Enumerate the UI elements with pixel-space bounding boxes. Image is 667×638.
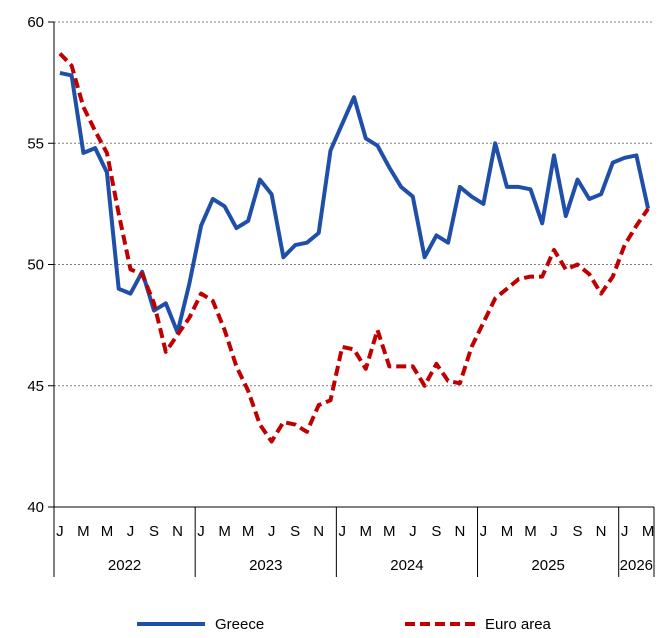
series-line-euro-area <box>58 52 650 444</box>
legend-swatch-greece <box>137 622 205 626</box>
y-axis: 40 45 50 55 60 <box>27 14 55 516</box>
x-tick-label: M <box>77 523 90 540</box>
x-tick-label: J <box>127 523 135 540</box>
x-tick-label: M <box>524 523 537 540</box>
x-tick-label: J <box>409 523 417 540</box>
y-tick-label: 45 <box>27 378 44 395</box>
x-tick-label: M <box>360 523 373 540</box>
y-tick-label: 55 <box>27 135 44 152</box>
x-tick-label: M <box>218 523 231 540</box>
x-tick-label: S <box>290 523 300 540</box>
legend-label-greece: Greece <box>215 615 265 633</box>
legend-item-greece: Greece <box>137 614 264 634</box>
x-tick-label: M <box>101 523 114 540</box>
x-tick-label: J <box>338 523 346 540</box>
x-tick-label: M <box>642 523 655 540</box>
x-tick-label: S <box>573 523 583 540</box>
y-tick-label: 50 <box>27 257 44 274</box>
x-tick-label: N <box>596 523 607 540</box>
x-tick-label: J <box>480 523 488 540</box>
x-tick-label: J <box>550 523 558 540</box>
series-lines <box>58 52 651 444</box>
x-year-label: 2025 <box>531 557 564 574</box>
x-tick-label: S <box>431 523 441 540</box>
x-year-label: 2022 <box>108 557 141 574</box>
series-line-greece <box>59 70 651 335</box>
legend-item-euro-area: Euro area <box>405 614 551 634</box>
x-tick-label: N <box>313 523 324 540</box>
x-tick-label: M <box>501 523 514 540</box>
x-tick-label: M <box>383 523 396 540</box>
x-year-label: 2023 <box>249 557 282 574</box>
x-tick-label: J <box>197 523 205 540</box>
x-tick-label: J <box>56 523 64 540</box>
x-tick-label: N <box>172 523 183 540</box>
x-tick-label: S <box>149 523 159 540</box>
gridlines <box>54 21 654 387</box>
y-tick-label: 40 <box>27 499 44 516</box>
x-tick-label: J <box>268 523 276 540</box>
legend: Greece Euro area <box>0 614 667 638</box>
x-year-label: 2024 <box>390 557 423 574</box>
y-tick-label: 60 <box>27 14 44 31</box>
legend-label-euro-area: Euro area <box>485 615 551 633</box>
x-year-label: 2026 <box>620 557 653 574</box>
legend-swatch-euro-area <box>405 622 475 626</box>
x-tick-label: M <box>242 523 255 540</box>
x-tick-label: J <box>621 523 629 540</box>
x-tick-label: N <box>454 523 465 540</box>
